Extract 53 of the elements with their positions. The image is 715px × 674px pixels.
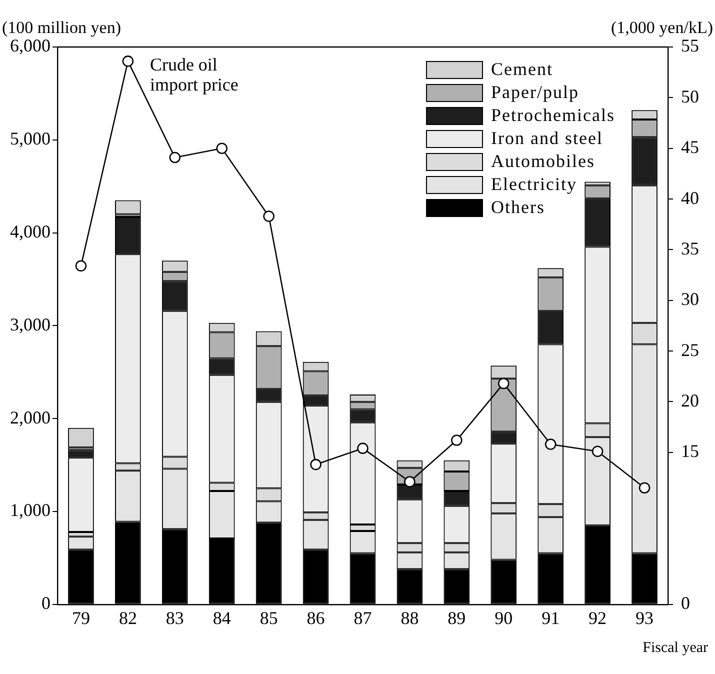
x-axis-title: Fiscal year (642, 640, 708, 656)
y2-axis-title: (1,000 yen/kL) (611, 18, 713, 37)
point (592, 446, 604, 458)
y-tick-label: 4,000 (10, 222, 50, 242)
series-label: Crude oil import price (150, 54, 238, 95)
legend-label: Petrochemicals (491, 105, 615, 126)
x-tick-label: 83 (166, 608, 184, 628)
legend-label: Iron and steel (491, 128, 603, 149)
legend-label: Cement (491, 59, 554, 80)
legend-label: Paper/pulp (491, 82, 580, 103)
y2-tick-label: 30 (681, 289, 699, 310)
x-tick-label: 88 (400, 608, 419, 628)
y-tick-label: 3,000 (10, 314, 50, 334)
point (498, 378, 510, 390)
y2-tick-label: 55 (681, 36, 699, 56)
x-tick-label: 82 (118, 608, 137, 628)
x-tick-label: 90 (494, 608, 513, 628)
y2-tick-label: 45 (681, 137, 699, 158)
point (451, 434, 462, 446)
y-tick-label: 6,000 (10, 36, 50, 56)
point (169, 152, 181, 164)
y2-tick-label: 35 (681, 238, 699, 258)
y-tick-label: 0 (42, 593, 50, 614)
point (310, 458, 322, 470)
x-tick-label: 84 (212, 608, 231, 628)
y2-tick-label: 15 (681, 441, 699, 462)
y-tick-label: 5,000 (10, 128, 50, 149)
y-tick-label: 2,000 (10, 407, 50, 428)
legend-label: Automobiles (491, 151, 596, 172)
x-tick-label: 91 (542, 608, 560, 628)
y2-tick-label: 40 (681, 188, 699, 208)
x-tick-label: 87 (354, 608, 372, 628)
legend-label: Electricity (491, 174, 577, 195)
x-tick-label: 86 (306, 608, 325, 628)
x-tick-label: 79 (72, 608, 90, 628)
y-axis-title: (100 million yen) (2, 18, 121, 37)
y2-tick-label: 50 (681, 86, 699, 106)
y2-tick-label: 0 (681, 593, 690, 614)
legend-label: Others (491, 197, 546, 218)
point (75, 260, 87, 272)
point (122, 56, 134, 67)
x-tick-label: 92 (588, 608, 607, 628)
x-tick-label: 85 (260, 608, 278, 628)
y2-tick-label: 25 (681, 340, 699, 360)
point (263, 210, 274, 222)
point (357, 442, 368, 454)
point (638, 482, 650, 494)
x-tick-label: 89 (448, 608, 466, 628)
y2-tick-label: 20 (681, 390, 699, 410)
point (216, 142, 228, 154)
point (544, 438, 556, 450)
y-tick-label: 1,000 (10, 500, 50, 520)
x-tick-label: 93 (636, 608, 654, 628)
